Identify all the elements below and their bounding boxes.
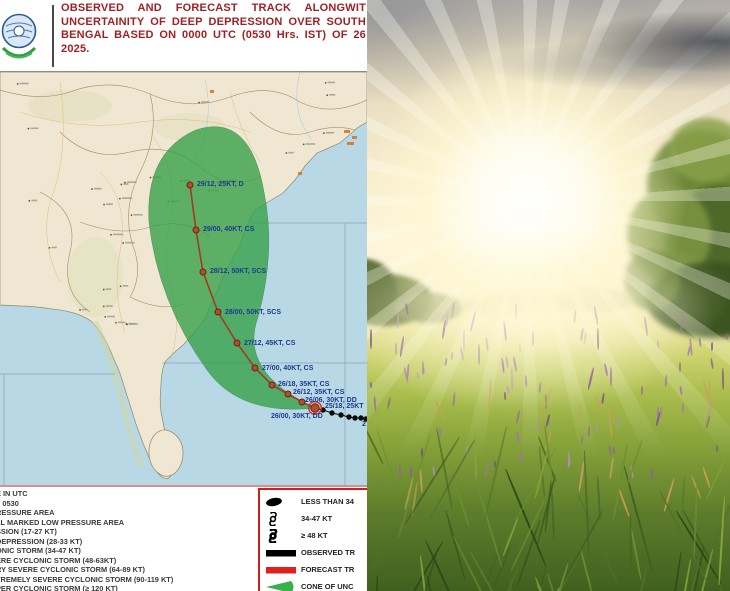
symbol-legend-label: ≥ 48 KT <box>301 531 328 540</box>
title-line-1: OBSERVED AND FORECAST TRACK ALONGWIT <box>61 2 366 14</box>
symbol-legend-label: OBSERVED TR <box>301 548 356 557</box>
storm-dot-icon <box>266 497 282 506</box>
cyclone-map-panel: OBSERVED AND FORECAST TRACK ALONGWIT UNC… <box>0 0 367 591</box>
cone-icon <box>266 580 294 591</box>
classification-item: E IN UTC <box>0 489 28 498</box>
track-point-label: 26/12, 35KT, CS <box>293 389 345 396</box>
photo-horizon-haze <box>367 0 730 591</box>
sri-lanka-island <box>148 429 184 477</box>
classification-item: PER CYCLONIC STORM (≥ 120 KT) <box>0 584 118 591</box>
track-point-label: 29/00, 40KT, CS <box>203 226 255 233</box>
forecast-point <box>214 308 222 316</box>
track-point-label: 28/12, 50KT, SCS <box>210 268 266 275</box>
symbol-legend-label: FORECAST TR <box>301 565 355 574</box>
title-line-2: UNCERTAINITY OF DEEP DEPRESSION OVER SOU… <box>61 15 366 28</box>
observed-point <box>363 416 367 422</box>
symbol-legend-row: CONE OF UNC <box>265 578 367 591</box>
track-point-label: 26/18, 35KT, CS <box>278 381 330 388</box>
symbol-legend-row: 34-47 KT <box>265 510 367 527</box>
cyclone-moderate-icon <box>269 511 277 526</box>
track-point-label: 27/00, 40KT, CS <box>262 365 314 372</box>
observed-label: 25/18, 25KT <box>325 403 364 410</box>
classification-item: RESSURE AREA <box>0 508 55 518</box>
forecast-point <box>284 390 292 398</box>
track-point-label: 26/00, 30KT, DD <box>271 413 323 420</box>
classification-item: DEPRESSION (28-33 KT) <box>0 536 83 546</box>
classification-item: ONIC STORM (34-47 KT) <box>0 546 81 556</box>
india-track-map: 26/00, 30KT, DD 26/06, 30KT, DD 26/12, 35K… <box>0 72 367 485</box>
title-line-3: BENGAL BASED ON 0000 UTC (0530 Hrs. IST)… <box>61 29 366 42</box>
cone-of-uncertainty <box>148 126 316 410</box>
basemap <box>0 72 367 485</box>
forecast-point <box>192 226 200 234</box>
track-point-label: 28/00, 50KT, SCS <box>225 309 281 316</box>
observed-point <box>346 414 352 420</box>
symbol-legend-box: LESS THAN 34 34-47 KT ≥ 48 KT OBSERVED TR FO… <box>258 488 367 591</box>
classification-item: SSION (17-27 KT) <box>0 527 57 537</box>
symbol-legend-label: 34-47 KT <box>301 514 333 523</box>
cyclone-severe-icon <box>268 528 278 543</box>
forecast-bar-icon <box>266 566 296 573</box>
title-line-4: 2025. <box>61 42 90 55</box>
current-position-ring <box>308 401 323 416</box>
track-point-label: 27/12, 45KT, CS <box>244 340 296 347</box>
observed-point <box>358 415 364 421</box>
forecast-point <box>298 398 306 406</box>
classification-item: RY SEVERE CYCLONIC STORM (64-89 KT) <box>0 565 145 575</box>
symbol-legend-row: LESS THAN 34 <box>265 493 367 510</box>
observed-point <box>352 415 358 421</box>
title-divider <box>52 5 54 67</box>
forecast-point <box>268 381 276 389</box>
classification-item: TREMELY SEVERE CYCLONIC STORM (90-119 KT… <box>0 574 174 584</box>
meadow-sunrise-photo <box>367 0 730 591</box>
observed-bar-icon <box>266 549 296 556</box>
forecast-point <box>251 364 259 372</box>
forecast-point <box>233 339 241 347</box>
forecast-point <box>199 268 207 276</box>
symbol-legend-row: FORECAST TR <box>265 561 367 578</box>
clipped-label-fragment: 2 <box>362 421 366 428</box>
observed-point <box>329 410 335 416</box>
symbol-legend-label: CONE OF UNC <box>301 582 354 591</box>
track-point-label: 29/12, 25KT, D <box>197 181 244 188</box>
forecast-point <box>310 403 320 413</box>
classification-item: + 0530 <box>0 498 19 508</box>
symbol-legend-row: OBSERVED TR <box>265 544 367 561</box>
observed-point <box>338 412 344 418</box>
symbol-legend-row: ≥ 48 KT <box>265 527 367 544</box>
classification-item: ERE CYCLONIC STORM (48-63KT) <box>0 555 117 565</box>
map-title-block: OBSERVED AND FORECAST TRACK ALONGWIT UNC… <box>0 0 367 72</box>
classification-item: LL MARKED LOW PRESSURE AREA <box>0 517 125 527</box>
symbol-legend-label: LESS THAN 34 <box>301 497 354 506</box>
forecast-point <box>186 181 194 189</box>
map-title: OBSERVED AND FORECAST TRACK ALONGWIT UNC… <box>61 2 366 56</box>
track-point-label: 26/06, 30KT, DD <box>305 397 357 404</box>
imd-logo-icon <box>1 13 37 59</box>
